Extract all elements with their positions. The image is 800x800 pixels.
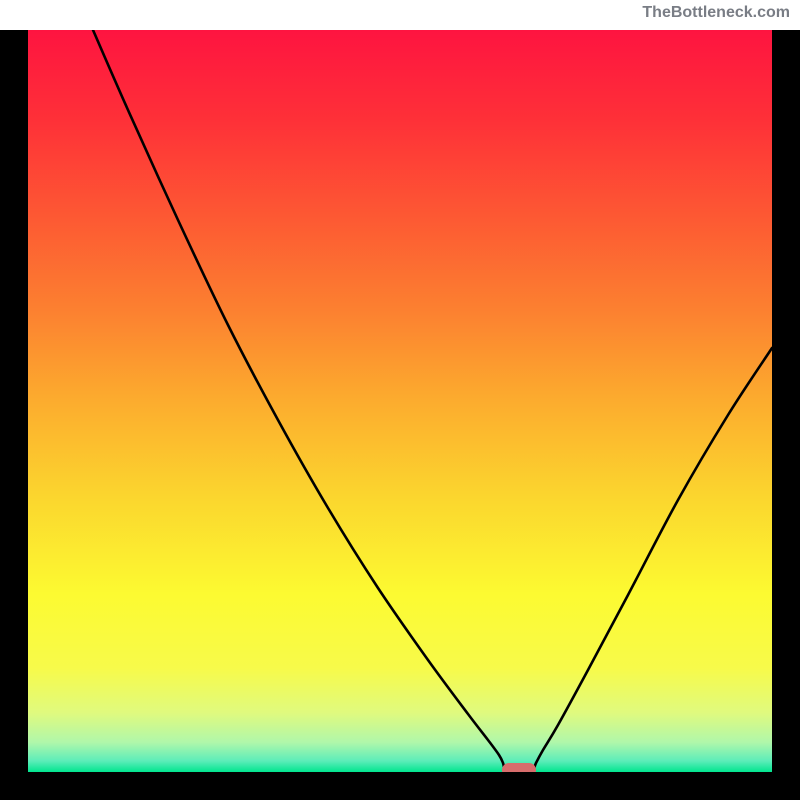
frame-right-border — [772, 30, 800, 800]
frame-bottom-border — [0, 772, 800, 800]
chart-container: TheBottleneck.com — [0, 0, 800, 800]
chart-frame — [0, 30, 800, 800]
plot-area — [28, 30, 772, 772]
optimal-marker — [502, 763, 536, 772]
attribution-label: TheBottleneck.com — [642, 4, 790, 22]
gradient-background — [28, 30, 772, 772]
frame-left-border — [0, 30, 28, 800]
header-bar: TheBottleneck.com — [0, 0, 800, 30]
